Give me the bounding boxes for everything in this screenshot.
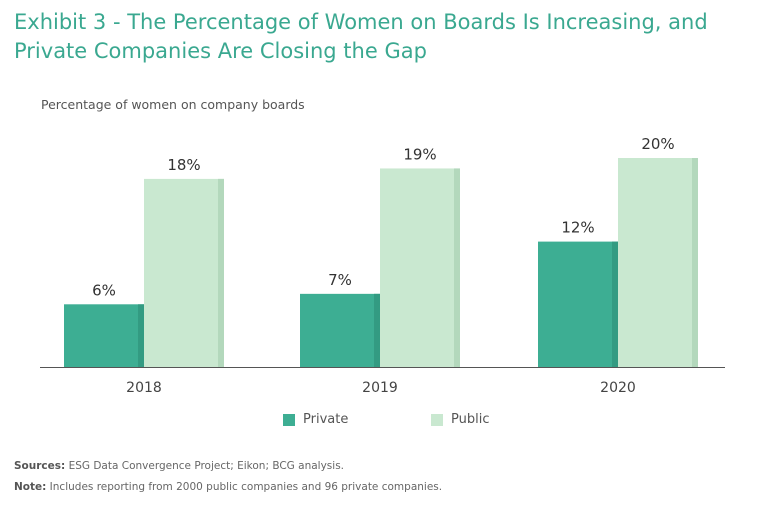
bar-edge [692,158,698,367]
bar-edge [454,168,460,367]
data-label-private-2019: 7% [328,271,352,289]
sources-note: Sources: ESG Data Convergence Project; E… [14,460,344,472]
bar-public-2020 [618,158,698,367]
data-label-private-2018: 6% [92,281,116,299]
bar-chart: 6% 18% 2018 7% 19% 2019 12% 20% 2020 [40,135,725,396]
x-tick-label-2019: 2019 [362,380,398,396]
data-label-public-2020: 20% [641,135,674,153]
bar-private-2019 [300,293,380,367]
legend-swatch-private [283,413,295,426]
bar-public-2019 [380,168,460,367]
bar-edge [374,293,380,367]
data-label-public-2018: 18% [167,156,200,174]
bar-fill [144,178,224,367]
legend-label-private: Private [303,412,349,427]
legend-item-public: Public [431,412,489,427]
bar-fill [538,241,618,367]
y-axis-label: Percentage of women on company boards [41,97,305,112]
bar-fill [618,158,698,367]
note-text: Includes reporting from 2000 public comp… [46,481,443,493]
x-tick-label-2020: 2020 [600,380,636,396]
data-label-private-2020: 12% [561,219,594,237]
bar-private-2020 [538,241,618,367]
bar-fill [380,168,460,367]
chart-title: Exhibit 3 - The Percentage of Women on B… [14,8,754,66]
footnote: Note: Includes reporting from 2000 publi… [14,481,442,493]
legend-label-public: Public [451,412,490,427]
chart-title-line-1: Exhibit 3 - The Percentage of Women on B… [14,10,708,34]
legend-swatch-public [431,413,443,426]
bar-edge [138,304,144,367]
bar-edge [218,178,224,367]
data-label-public-2019: 19% [403,145,436,163]
bar-public-2018 [144,178,224,367]
bar-edge [612,241,618,367]
chart-title-line-2: Private Companies Are Closing the Gap [14,39,427,63]
x-tick-label-2018: 2018 [126,380,162,396]
legend: Private Public [0,412,768,432]
note-label: Note: [14,481,47,493]
legend-item-private: Private [283,412,348,427]
bar-fill [300,293,380,367]
sources-text: ESG Data Convergence Project; Eikon; BCG… [65,460,345,472]
sources-label: Sources: [14,460,66,472]
bar-fill [64,304,144,367]
bar-private-2018 [64,304,144,367]
